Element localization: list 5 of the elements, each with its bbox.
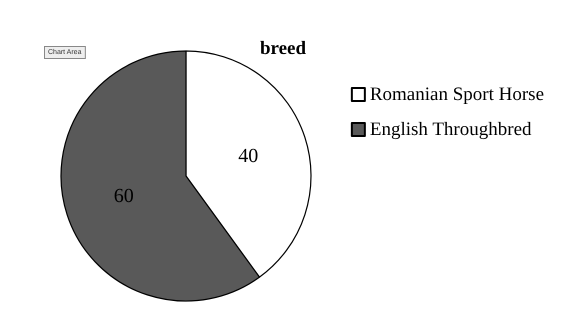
- data-label: 40: [238, 144, 258, 167]
- data-label: 60: [114, 185, 134, 208]
- legend-label: English Throughbred: [370, 119, 532, 140]
- chart-title: breed: [260, 38, 306, 59]
- legend-label: Romanian Sport Horse: [370, 84, 544, 105]
